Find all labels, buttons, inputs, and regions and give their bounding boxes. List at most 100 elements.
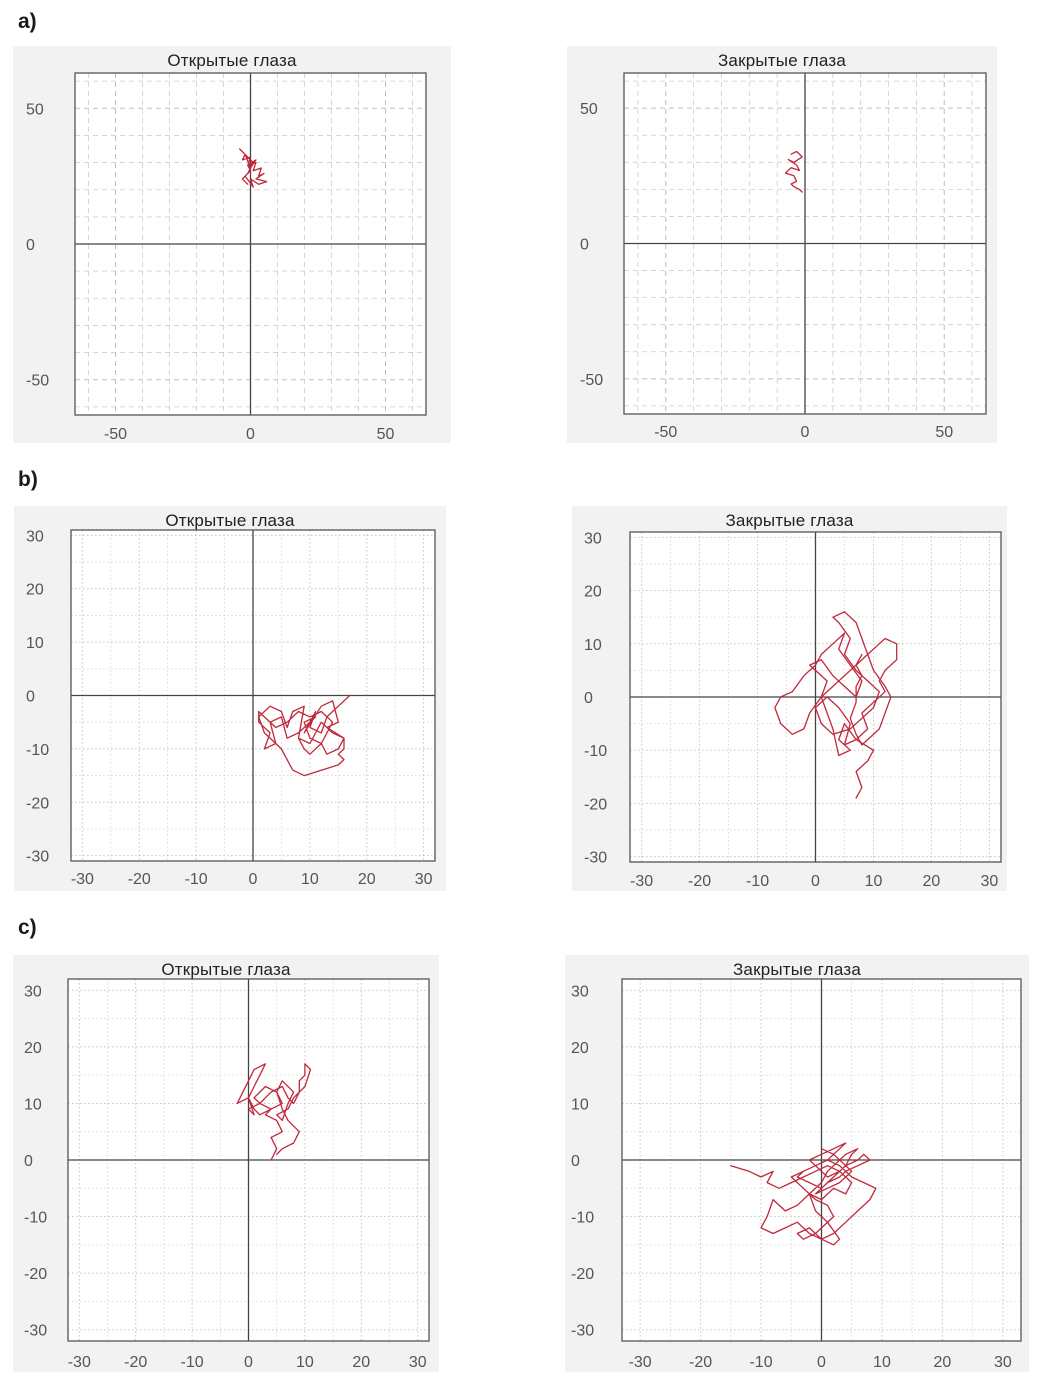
chart-plot-c-closed: -30 -20 -10 0 10 20 30 -30 -20 -10 0 10 20 30 xyxy=(571,978,1022,1371)
stabilogram-trace xyxy=(258,694,351,777)
chart-title: Открытые глаза xyxy=(161,960,291,979)
y-tick-label: 50 xyxy=(580,101,598,118)
chart-plot-a-closed: -50 0 50 -50 0 50 xyxy=(580,72,987,441)
plot-frame xyxy=(70,529,436,862)
x-tick-label: 30 xyxy=(409,1354,427,1371)
x-tick-label: -30 xyxy=(68,1354,91,1371)
y-tick-label: -10 xyxy=(584,743,607,760)
chart-plot-c-open: -30 -20 -10 0 10 20 30 -30 -20 -10 0 10 20 30 xyxy=(24,978,430,1371)
y-tick-label: -10 xyxy=(24,1210,47,1227)
x-tick-label: 10 xyxy=(296,1354,314,1371)
x-tick-label: 0 xyxy=(249,871,258,888)
panel-row-label-b: b) xyxy=(18,468,38,491)
x-tick-label: 0 xyxy=(817,1354,826,1371)
y-tick-label: 20 xyxy=(24,1040,42,1057)
x-tick-label: -50 xyxy=(104,426,127,443)
x-tick-label: -10 xyxy=(181,1354,204,1371)
y-tick-label: -30 xyxy=(571,1323,594,1340)
stabilogram-trace xyxy=(784,150,803,193)
x-tick-label: 0 xyxy=(244,1354,253,1371)
x-tick-label: 10 xyxy=(865,873,883,890)
chart-title: Открытые глаза xyxy=(165,511,295,530)
x-tick-label: -20 xyxy=(124,1354,147,1371)
panel-row-label-a: a) xyxy=(18,10,37,33)
x-tick-label: -20 xyxy=(128,871,151,888)
chart-title: Закрытые глаза xyxy=(732,960,862,979)
y-tick-label: 0 xyxy=(580,237,589,254)
y-tick-label: 0 xyxy=(584,690,593,707)
y-tick-label: 0 xyxy=(24,1153,33,1170)
x-tick-label: 0 xyxy=(801,424,810,441)
panel-row-label-c: c) xyxy=(18,916,37,939)
x-tick-label: -10 xyxy=(746,873,769,890)
y-tick-label: -50 xyxy=(26,373,49,390)
y-tick-label: 10 xyxy=(584,637,602,654)
chart-title: Закрытые глаза xyxy=(725,511,854,530)
stabilogram-trace xyxy=(730,1142,877,1246)
y-tick-label: -30 xyxy=(24,1323,47,1340)
x-tick-label: -30 xyxy=(71,871,94,888)
plot-frame xyxy=(623,72,987,415)
chart-panel-a-closed: Закрытые глаза -50 0 50 -50 0 50 xyxy=(567,46,997,443)
plot-frame xyxy=(629,531,1002,863)
stabilogram-trace xyxy=(774,611,898,799)
x-tick-label: -20 xyxy=(689,1354,712,1371)
y-tick-label: -30 xyxy=(584,850,607,867)
x-tick-label: 10 xyxy=(301,871,319,888)
y-tick-label: -20 xyxy=(26,795,49,812)
x-tick-label: -10 xyxy=(185,871,208,888)
y-tick-label: 30 xyxy=(571,983,589,1000)
y-tick-label: 20 xyxy=(26,582,44,599)
chart-panel-c-open: Открытые глаза -30 -20 -10 0 10 20 30 -30 -20 -10… xyxy=(13,955,439,1372)
x-tick-label: 20 xyxy=(923,873,941,890)
y-tick-label: 30 xyxy=(26,528,44,545)
x-tick-label: 0 xyxy=(246,426,255,443)
x-tick-label: 50 xyxy=(377,426,395,443)
y-tick-label: -10 xyxy=(26,742,49,759)
y-tick-label: -10 xyxy=(571,1210,594,1227)
stabilogram-trace xyxy=(239,148,268,188)
x-tick-label: 50 xyxy=(935,424,953,441)
chart-plot-b-open: -30 -20 -10 0 10 20 30 -30 -20 -10 0 10 20 30 xyxy=(26,528,436,888)
chart-plot-a-open: -50 0 50 -50 0 50 xyxy=(26,72,427,443)
x-tick-label: 30 xyxy=(981,873,999,890)
y-tick-label: 10 xyxy=(24,1096,42,1113)
y-tick-label: 20 xyxy=(571,1040,589,1057)
x-tick-label: 20 xyxy=(352,1354,370,1371)
y-tick-label: 30 xyxy=(584,530,602,547)
chart-panel-a-open: Открытые глаза -50 0 50 -50 0 50 xyxy=(13,46,451,443)
y-tick-label: 10 xyxy=(26,635,44,652)
chart-title: Закрытые глаза xyxy=(717,51,847,70)
y-tick-label: -50 xyxy=(580,372,603,389)
y-tick-label: 0 xyxy=(26,237,35,254)
x-tick-label: -10 xyxy=(749,1354,772,1371)
y-tick-label: -20 xyxy=(571,1266,594,1283)
y-tick-label: 0 xyxy=(26,689,35,706)
chart-panel-c-closed: Закрытые глаза -30 -20 -10 0 10 20 30 -30 -20 -10… xyxy=(565,955,1029,1372)
y-tick-label: 30 xyxy=(24,983,42,1000)
x-tick-label: 30 xyxy=(415,871,433,888)
chart-plot-b-closed: -30 -20 -10 0 10 20 30 -30 -20 -10 0 10 20 30 xyxy=(584,530,1002,890)
x-tick-label: -50 xyxy=(654,424,677,441)
chart-panel-b-open: Открытые глаза -30 -20 -10 0 10 20 30 -30 -20 -10… xyxy=(14,506,446,891)
x-tick-label: 20 xyxy=(358,871,376,888)
x-tick-label: -30 xyxy=(629,1354,652,1371)
x-tick-label: 30 xyxy=(994,1354,1012,1371)
plot-frame xyxy=(67,978,430,1342)
plot-frame xyxy=(621,978,1022,1342)
x-tick-label: -20 xyxy=(688,873,711,890)
chart-panel-b-closed: Закрытые глаза -30 -20 -10 0 10 20 30 -30 -20 -10… xyxy=(572,506,1007,891)
plot-frame xyxy=(74,72,427,416)
stabilogram-trace xyxy=(236,1063,312,1161)
y-tick-label: -20 xyxy=(24,1266,47,1283)
y-tick-label: 10 xyxy=(571,1096,589,1113)
x-tick-label: 20 xyxy=(934,1354,952,1371)
y-tick-label: -20 xyxy=(584,796,607,813)
y-tick-label: 20 xyxy=(584,584,602,601)
y-tick-label: -30 xyxy=(26,849,49,866)
y-tick-label: 50 xyxy=(26,101,44,118)
y-tick-label: 0 xyxy=(571,1153,580,1170)
x-tick-label: 10 xyxy=(873,1354,891,1371)
x-tick-label: -30 xyxy=(630,873,653,890)
x-tick-label: 0 xyxy=(811,873,820,890)
